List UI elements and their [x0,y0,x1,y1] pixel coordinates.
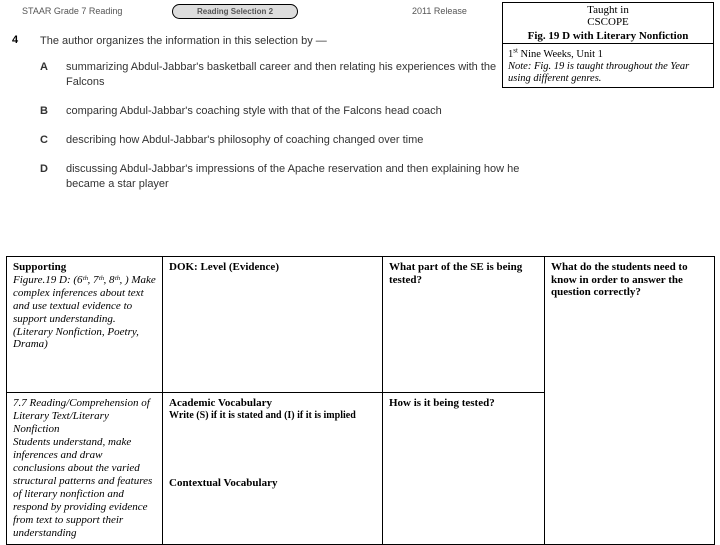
page-root: STAAR Grade 7 Reading Reading Selection … [0,0,720,540]
header-release: 2011 Release [412,6,467,16]
choice-d[interactable]: D discussing Abdul-Jabbar's impressions … [40,162,520,192]
choice-text: summarizing Abdul-Jabbar's basketball ca… [66,60,520,90]
choice-text: comparing Abdul-Jabbar's coaching style … [66,104,520,119]
cell-dok: DOK: Level (Evidence) [163,257,383,393]
cscope-taught-label: Taught in [503,3,713,16]
cscope-unit: 1st Nine Weeks, Unit 1 [508,49,603,60]
cscope-detail: 1st Nine Weeks, Unit 1 Note: Fig. 19 is … [503,44,713,87]
students-need-head: What do the students need to know in ord… [551,261,708,299]
question-block: 4 The author organizes the information i… [12,34,520,205]
acad-vocab-head: Academic Vocabulary [169,397,376,410]
cscope-note: Note: Fig. 19 is taught throughout the Y… [508,61,689,84]
ctx-vocab-head: Contextual Vocabulary [169,477,376,490]
choice-text: discussing Abdul-Jabbar's impressions of… [66,162,520,192]
cell-supporting: Supporting Figure.19 D: (6ᵗʰ, 7ᵗʰ, 8ᵗʰ, … [7,257,163,393]
choices-list: A summarizing Abdul-Jabbar's basketball … [40,60,520,191]
cell-how-tested: How is it being tested? [383,393,545,545]
how-tested-head: How is it being tested? [389,397,538,410]
dok-head: DOK: Level (Evidence) [169,261,376,274]
header-left: STAAR Grade 7 Reading [22,6,122,16]
question-stem-row: 4 The author organizes the information i… [12,34,520,48]
cscope-org: CSCOPE [503,16,713,29]
choice-letter: C [40,133,54,148]
cell-se-tested: What part of the SE is being tested? [383,257,545,393]
acad-vocab-sub: Write (S) if it is stated and (I) if it … [169,410,376,422]
analysis-grid: Supporting Figure.19 D: (6ᵗʰ, 7ᵗʰ, 8ᵗʰ, … [6,256,715,545]
teks-body: 7.7 Reading/Comprehension of Literary Te… [13,397,156,540]
cscope-info-box: Taught in CSCOPE Fig. 19 D with Literary… [502,2,714,88]
question-number: 4 [12,34,24,48]
cell-contextual-vocab: Contextual Vocabulary [163,473,383,545]
choice-letter: D [40,162,54,192]
grid-row-1: Supporting Figure.19 D: (6ᵗʰ, 7ᵗʰ, 8ᵗʰ, … [7,257,715,393]
test-header: STAAR Grade 7 Reading Reading Selection … [12,6,520,24]
cell-academic-vocab: Academic Vocabulary Write (S) if it is s… [163,393,383,473]
se-head: What part of the SE is being tested? [389,261,538,286]
supporting-head: Supporting [13,261,156,274]
cell-teks-77: 7.7 Reading/Comprehension of Literary Te… [7,393,163,545]
question-stem-text: The author organizes the information in … [40,34,520,48]
cell-students-need: What do the students need to know in ord… [545,257,715,545]
choice-text: describing how Abdul-Jabbar's philosophy… [66,133,520,148]
choice-letter: A [40,60,54,90]
choice-c[interactable]: C describing how Abdul-Jabbar's philosop… [40,133,520,148]
choice-letter: B [40,104,54,119]
choice-a[interactable]: A summarizing Abdul-Jabbar's basketball … [40,60,520,90]
header-selection-pill: Reading Selection 2 [172,4,298,19]
supporting-body: Figure.19 D: (6ᵗʰ, 7ᵗʰ, 8ᵗʰ, ) Make comp… [13,274,156,352]
choice-b[interactable]: B comparing Abdul-Jabbar's coaching styl… [40,104,520,119]
cscope-fig-title: Fig. 19 D with Literary Nonfiction [503,29,713,44]
